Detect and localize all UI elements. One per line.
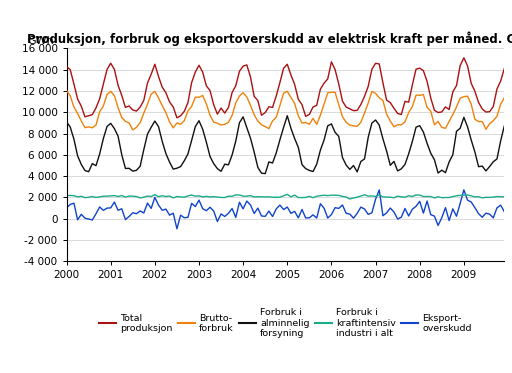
Legend: Total
produksjon, Brutto-
forbruk, Forbruk i
alminnelig
forsyning, Forbruk i
kra: Total produksjon, Brutto- forbruk, Forbr… — [99, 308, 472, 338]
Text: GWh: GWh — [27, 36, 54, 46]
Text: Produksjon, forbruk og eksportoverskudd av elektrisk kraft per måned. GWh: Produksjon, forbruk og eksportoverskudd … — [27, 31, 512, 46]
